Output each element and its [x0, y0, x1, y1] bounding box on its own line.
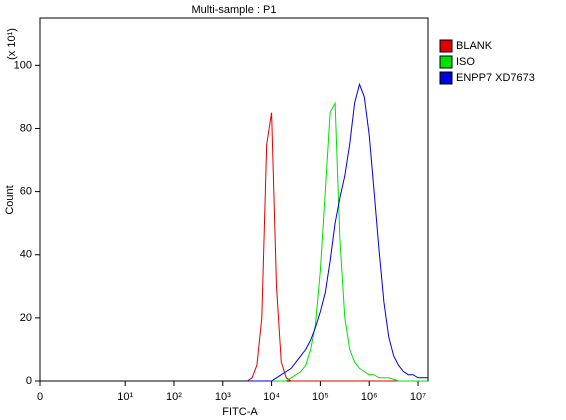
- y-tick-label: 80: [20, 122, 32, 134]
- x-tick-label: 10⁵: [312, 391, 329, 403]
- legend-label: ISO: [456, 56, 475, 68]
- y-axis-multiplier: (x 10¹): [6, 28, 18, 60]
- y-tick-label: 40: [20, 249, 32, 261]
- y-tick-label: 60: [20, 186, 32, 198]
- legend-swatch: [439, 39, 453, 53]
- plot-frame: [39, 17, 429, 382]
- legend-swatch: [439, 71, 453, 85]
- x-tick-label: 10¹: [117, 391, 133, 403]
- y-axis-label: Count: [4, 185, 16, 214]
- legend-swatch: [439, 55, 453, 69]
- x-tick-label: 0: [37, 391, 43, 403]
- series-line: [247, 82, 428, 382]
- legend-label: BLANK: [456, 40, 493, 52]
- chart-title: Multi-sample : P1: [192, 4, 277, 16]
- legend-label: ENPP7 XD7673: [456, 72, 535, 84]
- x-tick-label: 10²: [166, 391, 182, 403]
- series-line: [247, 101, 428, 382]
- y-tick-label: 0: [26, 375, 32, 387]
- x-tick-label: 10⁷: [410, 391, 426, 403]
- x-tick-label: 10⁴: [263, 391, 280, 403]
- x-tick-label: 10⁶: [361, 391, 378, 403]
- x-tick-label: 10³: [215, 391, 231, 403]
- y-tick-label: 20: [20, 312, 32, 324]
- y-tick-label: 100: [14, 59, 32, 71]
- x-axis-label: FITC-A: [222, 406, 258, 418]
- series-line: [246, 112, 428, 382]
